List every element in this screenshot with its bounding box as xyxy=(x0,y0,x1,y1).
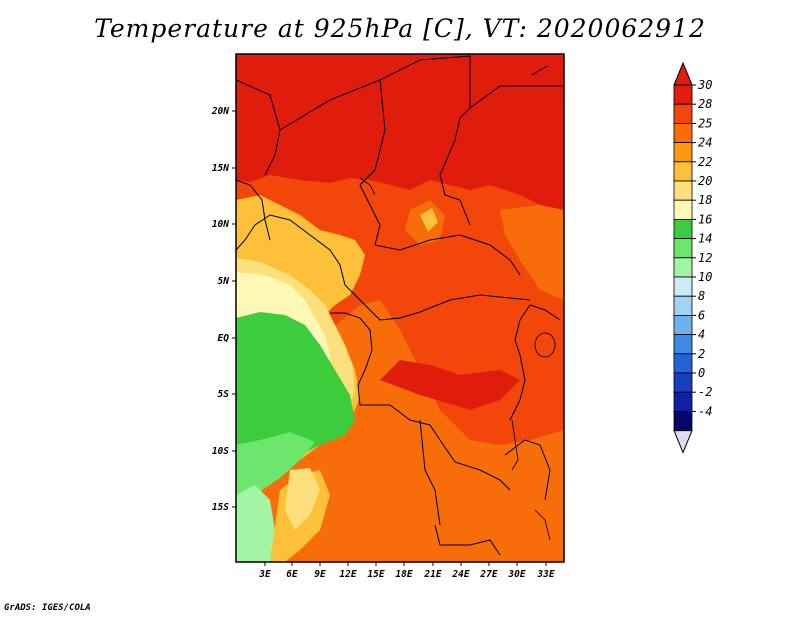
colorbar-label-8: 8 xyxy=(698,289,705,303)
colorbar-swatch--2 xyxy=(673,391,693,412)
lake-victoria xyxy=(534,332,556,358)
colorbar-swatch-25 xyxy=(673,123,693,144)
longitude-axis: 3E 6E 9E 12E 15E 18E 21E 24E 27E 30E 33E xyxy=(258,562,555,580)
field-orange-east xyxy=(500,205,564,300)
colorbar-swatch-12 xyxy=(673,257,693,278)
border-uganda xyxy=(529,304,561,321)
temperature-field xyxy=(236,54,564,562)
colorbar-swatch-2 xyxy=(673,353,693,374)
lat-label-10S: 10S xyxy=(212,446,229,457)
border-tanzania xyxy=(504,439,551,501)
country-borders xyxy=(236,55,564,556)
lon-label-6E: 6E xyxy=(286,569,298,580)
colorbar-label-25: 25 xyxy=(698,116,712,130)
colorbar-swatch--4 xyxy=(673,410,693,431)
lake-chad xyxy=(359,177,376,196)
border-chad-west xyxy=(359,79,386,246)
field-lightgreen-ocean xyxy=(236,432,315,540)
lon-label-27E: 27E xyxy=(479,569,497,580)
colorbar-label-2: 2 xyxy=(698,347,705,361)
colorbar-top-arrow xyxy=(673,61,693,86)
colorbar-swatch-16 xyxy=(673,218,693,239)
colorbar-swatch-14 xyxy=(673,238,693,259)
colorbar-swatch-4 xyxy=(673,334,693,355)
lat-label-20N: 20N xyxy=(211,106,229,117)
colorbar-swatch-6 xyxy=(673,314,693,335)
lat-label-15S: 15S xyxy=(212,502,229,513)
colorbar-label-0: 0 xyxy=(698,366,705,380)
border-angola-zambia xyxy=(434,524,501,556)
colorbar-swatch-20 xyxy=(673,180,693,201)
lat-label-EQ: EQ xyxy=(218,333,230,344)
lat-label-5N: 5N xyxy=(218,276,230,287)
colorbar-label-20: 20 xyxy=(698,174,712,188)
border-drc-east xyxy=(509,304,531,421)
colorbar-label-4: 4 xyxy=(698,328,705,342)
lake-tanganyika xyxy=(511,419,519,471)
lat-label-10N: 10N xyxy=(212,219,229,230)
border-benin xyxy=(236,179,271,241)
field-gold-highland xyxy=(420,208,438,232)
colorbar-label-28: 28 xyxy=(698,97,712,111)
lat-label-15N: 15N xyxy=(212,163,229,174)
lon-label-30E: 30E xyxy=(507,569,525,580)
sinai-coast xyxy=(531,65,549,76)
colorbar-swatch-0 xyxy=(673,372,693,393)
lon-label-18E: 18E xyxy=(395,569,412,580)
colorbar-swatch-8 xyxy=(673,295,693,316)
lon-label-21E: 21E xyxy=(423,569,441,580)
colorbar-swatch-22 xyxy=(673,161,693,182)
lon-label-12E: 12E xyxy=(339,569,356,580)
latitude-axis: 20N 15N 10N 5N EQ 5S 10S 15S xyxy=(211,106,236,513)
colorbar-bottom-arrow xyxy=(673,430,693,454)
map-title: Temperature at 925hPa [C], VT: 202006291… xyxy=(94,14,706,43)
border-egypt-sudan xyxy=(469,85,564,109)
colorbar-label-6: 6 xyxy=(698,308,705,322)
colorbar-label--4: -4 xyxy=(698,404,712,418)
colorbar-swatch-18 xyxy=(673,199,693,220)
lon-label-15E: 15E xyxy=(367,569,384,580)
credit-text: GrADS: IGES/COLA xyxy=(4,603,91,613)
border-congo-gabon xyxy=(330,312,373,386)
colorbar-swatch-24 xyxy=(673,142,693,163)
colorbar-label-16: 16 xyxy=(698,212,712,226)
border-car-north xyxy=(374,234,521,276)
lon-label-9E: 9E xyxy=(314,569,326,580)
field-hot-congo xyxy=(380,360,520,410)
colorbar-label-22: 22 xyxy=(698,155,712,169)
map-frame xyxy=(235,53,565,563)
colorbar-label-18: 18 xyxy=(698,193,712,207)
lon-label-3E: 3E xyxy=(258,569,271,580)
lat-label-5S: 5S xyxy=(218,389,230,400)
colorbar-label-30: 30 xyxy=(697,78,712,92)
colorbar-label-14: 14 xyxy=(698,232,712,246)
colorbar-swatch-10 xyxy=(673,276,693,297)
colorbar-swatch-28 xyxy=(673,103,693,124)
lon-label-24E: 24E xyxy=(451,569,469,580)
lake-malawi xyxy=(534,509,551,541)
border-angola-east xyxy=(419,419,441,526)
border-car-south xyxy=(344,284,531,321)
field-yellow-south xyxy=(285,468,320,530)
colorbar-swatch-30 xyxy=(673,84,693,105)
border-nigeria xyxy=(236,214,346,286)
lake-outlines xyxy=(359,65,556,541)
border-drc-angola xyxy=(357,384,511,491)
field-hot-north xyxy=(236,54,564,210)
colorbar-label-12: 12 xyxy=(698,251,712,265)
border-niger-west xyxy=(236,79,281,176)
lon-label-33E: 33E xyxy=(536,569,554,580)
colorbar-label-10: 10 xyxy=(698,270,712,284)
border-chad-east xyxy=(439,56,471,226)
field-palegreen-ocean xyxy=(236,485,280,562)
colorbar-label-24: 24 xyxy=(698,136,712,150)
colorbar-label--2: -2 xyxy=(698,385,712,399)
